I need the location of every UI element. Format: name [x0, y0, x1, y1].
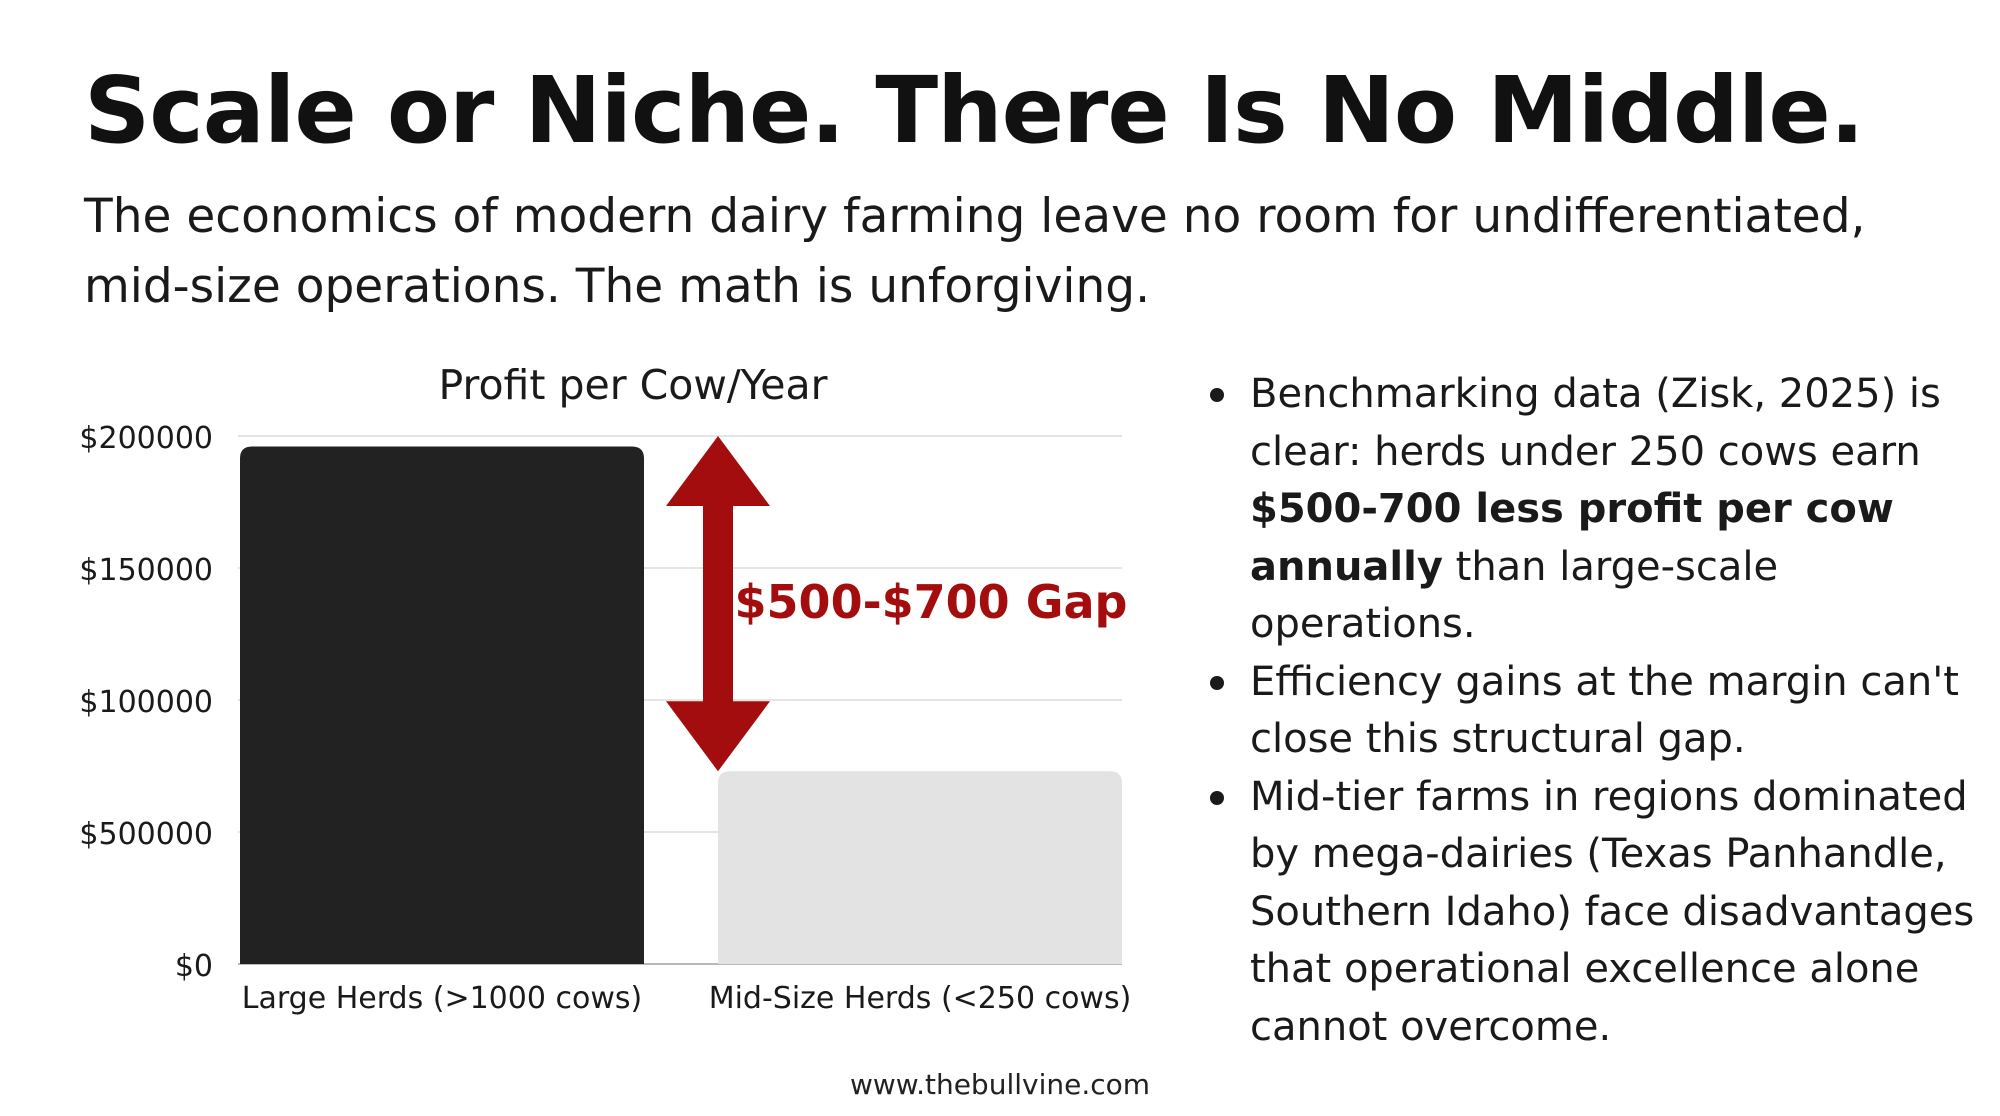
gap-annotation: $500-$700 Gap	[666, 436, 1128, 772]
bullet-emphasis: $500-700 less profit per cow annually	[1250, 486, 1894, 590]
y-tick-label: $500000	[79, 817, 213, 852]
bullet-item: Mid-tier farms in regions dominated by m…	[1210, 769, 1980, 1057]
key-points-list: Benchmarking data (Zisk, 2025) is clear:…	[1210, 366, 1980, 1056]
bullet-text: Mid-tier farms in regions dominated by m…	[1250, 773, 1975, 1050]
bullet-item: Benchmarking data (Zisk, 2025) is clear:…	[1210, 366, 1980, 654]
y-tick-label: $150000	[79, 553, 213, 588]
y-axis-tick-labels: $0 $500000 $100000 $150000 $200000	[79, 421, 213, 984]
bullet-text-end: than large-scale operations.	[1250, 543, 1779, 648]
bullet-item: Efficiency gains at the margin can't clo…	[1210, 654, 1980, 769]
y-tick-label: $100000	[79, 685, 213, 720]
bullet-text: Efficiency gains at the margin can't clo…	[1250, 658, 1959, 763]
bullet-dot-icon	[1210, 790, 1224, 805]
double-arrow-icon	[666, 436, 770, 772]
y-tick-label: $200000	[79, 421, 213, 456]
bullet-dot-icon	[1210, 675, 1224, 690]
x-tick-label: Mid-Size Herds (<250 cows)	[709, 981, 1132, 1016]
chart-title: Profit per Cow/Year	[439, 361, 828, 409]
bar	[718, 771, 1122, 964]
gap-annotation-label: $500-$700 Gap	[735, 575, 1128, 629]
x-tick-label: Large Herds (>1000 cows)	[242, 981, 642, 1016]
chart-svg: Profit per Cow/Year $0 $500000 $100000 $150…	[79, 361, 1132, 1016]
bar	[240, 446, 644, 964]
bullet-text: Benchmarking data (Zisk, 2025) is clear:…	[1250, 371, 1941, 475]
page-title: Scale or Niche. There Is No Middle.	[84, 57, 1865, 164]
page-subtitle: The economics of modern dairy farming le…	[84, 189, 1866, 314]
y-tick-label: $0	[175, 949, 213, 984]
bullet-dot-icon	[1210, 388, 1224, 402]
bars	[240, 446, 1122, 964]
footer-url: www.thebullvine.com	[849, 1068, 1151, 1101]
profit-chart: Profit per Cow/Year $0 $500000 $100000 $150…	[60, 350, 1150, 1040]
x-axis-tick-labels: Large Herds (>1000 cows) Mid-Size Herds (…	[242, 981, 1132, 1016]
